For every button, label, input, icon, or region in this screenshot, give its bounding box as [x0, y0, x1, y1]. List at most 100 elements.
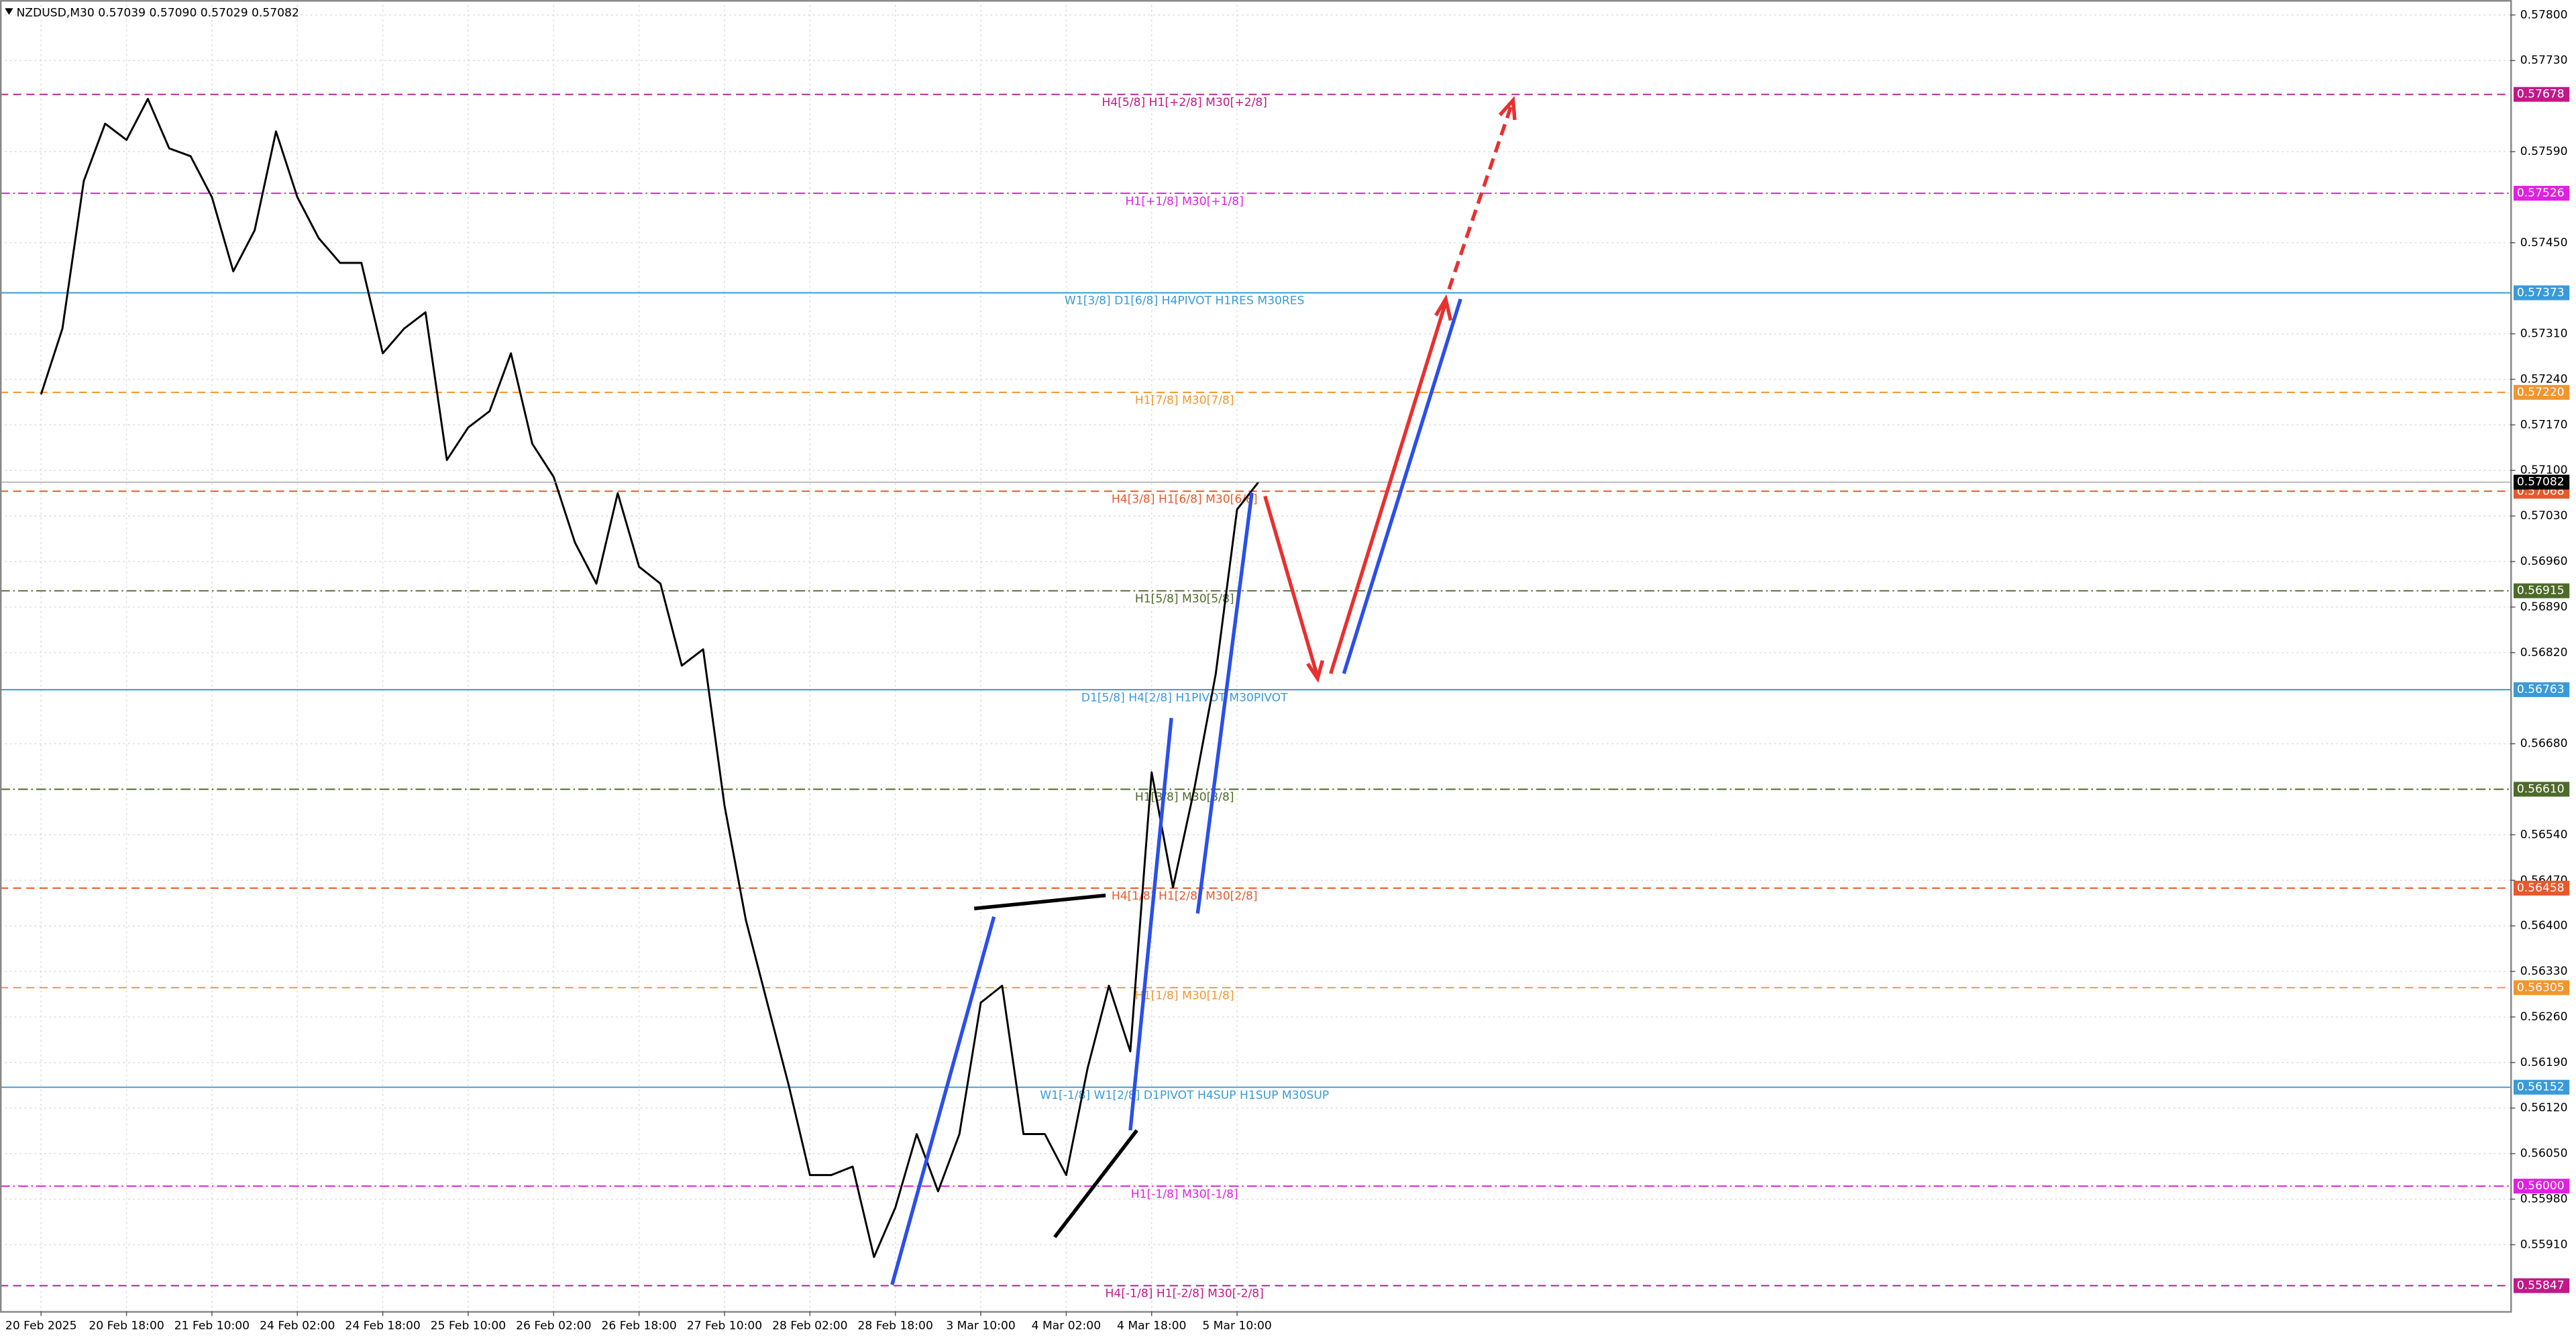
grid: [0, 0, 2511, 1311]
drawings: [890, 95, 1517, 1285]
menu-icon: [5, 8, 13, 15]
x-tick-label: 25 Feb 10:00: [431, 1319, 506, 1332]
price-tag-label: 0.56152: [2517, 1081, 2565, 1094]
y-tick-label: 0.57590: [2520, 145, 2568, 158]
y-tick-label: 0.57100: [2520, 464, 2568, 477]
level-label: H1[1/8] M30[1/8]: [1135, 989, 1234, 1003]
price: [0, 97, 2511, 1258]
y-tick-label: 0.56330: [2520, 965, 2568, 978]
price-tag-label: 0.56458: [2517, 881, 2565, 895]
x-tick-label: 21 Feb 10:00: [174, 1319, 250, 1332]
price-tag-label: 0.57373: [2517, 286, 2565, 299]
x-tick-label: 27 Feb 10:00: [687, 1319, 762, 1332]
price-tag: [2513, 1179, 2570, 1194]
price-tag-label: 0.57678: [2517, 88, 2565, 101]
arrow-head: [1434, 294, 1453, 321]
level-label: H1[-1/8] M30[-1/8]: [1131, 1187, 1238, 1201]
arrow-head: [1306, 659, 1325, 683]
x-tick-label: 5 Mar 10:00: [1202, 1319, 1271, 1332]
y-tick-label: 0.56680: [2520, 737, 2568, 751]
level-label: H1[+1/8] M30[+1/8]: [1126, 195, 1244, 208]
x-tick-label: 4 Mar 02:00: [1032, 1319, 1101, 1332]
level-label: W1[-1/8] W1[2/8] D1PIVOT H4SUP H1SUP M30…: [1040, 1089, 1329, 1102]
price-tag: [2513, 186, 2570, 201]
y-tick-label: 0.57730: [2520, 54, 2568, 67]
y-tick-label: 0.57240: [2520, 372, 2568, 386]
x-tick-label: 26 Feb 18:00: [601, 1319, 676, 1332]
level-label: H4[3/8] H1[6/8] M30[6/8]: [1112, 493, 1258, 506]
price-tag: [2513, 87, 2570, 102]
y-tick-label: 0.56820: [2520, 646, 2568, 659]
price-tag-label: 0.57220: [2517, 386, 2565, 399]
trend-line: [1053, 1129, 1138, 1238]
levels: H4[5/8] H1[+2/8] M30[+2/8] H1[+1/8] M30[+…: [0, 93, 2511, 1301]
price-tag: [2513, 782, 2570, 797]
x-tick-label: 28 Feb 02:00: [772, 1319, 847, 1332]
price-tag-label: 0.55847: [2517, 1279, 2565, 1293]
price-tag-label: 0.56763: [2517, 683, 2565, 696]
level-label: W1[3/8] D1[6/8] H4PIVOT H1RES M30RES: [1065, 294, 1305, 308]
arrow-head: [1498, 95, 1517, 121]
y-tick-label: 0.57800: [2520, 8, 2568, 21]
y-tick-label: 0.56120: [2520, 1102, 2568, 1115]
price-tag: [2513, 980, 2570, 996]
x-tick-label: 4 Mar 18:00: [1117, 1319, 1186, 1332]
current-price-tag: [2513, 474, 2570, 490]
axis: 0.57800 0.57730 0.57590 0.57450 0.57310 0.572…: [5, 8, 2570, 1332]
price-tag-label: 0.56000: [2517, 1179, 2565, 1193]
y-tick-label: 0.56400: [2520, 919, 2568, 932]
y-tick-label: 0.56890: [2520, 600, 2568, 614]
x-tick-label: 24 Feb 18:00: [345, 1319, 420, 1332]
chart-title: NZDUSD,M30 0.57039 0.57090 0.57029 0.570…: [16, 7, 299, 20]
trend-line: [973, 894, 1106, 911]
x-tick-label: 26 Feb 02:00: [516, 1319, 591, 1332]
x-tick-label: 24 Feb 02:00: [260, 1319, 335, 1332]
trend-line: [890, 916, 996, 1285]
level-label: H1[7/8] M30[7/8]: [1135, 394, 1234, 407]
level-label: H1[5/8] M30[5/8]: [1135, 592, 1234, 606]
level-label: H1[3/8] M30[3/8]: [1135, 791, 1234, 804]
trend-line: [1342, 298, 1462, 674]
price-tag: [2513, 880, 2570, 896]
current-price-label: 0.57082: [2517, 476, 2565, 489]
y-tick-label: 0.55980: [2520, 1193, 2568, 1206]
forecast-arrow: [1447, 104, 1513, 290]
y-tick-label: 0.57030: [2520, 509, 2568, 523]
level-label: H4[5/8] H1[+2/8] M30[+2/8]: [1102, 96, 1267, 109]
price-tag: [2513, 384, 2570, 400]
forecast-arrow: [1263, 495, 1320, 678]
price-tag: [2513, 285, 2570, 301]
x-tick-label: 20 Feb 18:00: [89, 1319, 164, 1332]
trend-line: [1195, 492, 1254, 914]
price-line: [40, 97, 1260, 1258]
price-tag: [2513, 1079, 2570, 1095]
price-tag-label: 0.56610: [2517, 782, 2565, 796]
level-label: D1[5/8] H4[2/8] H1PIVOT M30PIVOT: [1081, 691, 1288, 704]
x-tick-label: 20 Feb 2025: [5, 1319, 77, 1332]
x-tick-label: 3 Mar 10:00: [946, 1319, 1015, 1332]
y-tick-label: 0.57450: [2520, 236, 2568, 250]
y-tick-label: 0.56190: [2520, 1056, 2568, 1069]
y-tick-label: 0.56260: [2520, 1010, 2568, 1024]
y-tick-label: 0.57310: [2520, 327, 2568, 341]
trend-line: [1128, 717, 1173, 1131]
price-tag: [2513, 1278, 2570, 1293]
price-tag: [2513, 583, 2570, 598]
y-tick-label: 0.57170: [2520, 418, 2568, 431]
y-tick-label: 0.56540: [2520, 828, 2568, 841]
y-tick-label: 0.56960: [2520, 555, 2568, 568]
price-tag-label: 0.56305: [2517, 981, 2565, 994]
level-label: H4[-1/8] H1[-2/8] M30[-2/8]: [1106, 1287, 1264, 1301]
x-tick-label: 28 Feb 18:00: [858, 1319, 933, 1332]
y-tick-label: 0.55910: [2520, 1238, 2568, 1251]
price-tag: [2513, 682, 2570, 698]
y-tick-label: 0.56050: [2520, 1147, 2568, 1161]
level-label: H4[1/8] H1[2/8] M30[2/8]: [1112, 890, 1258, 903]
plot-frame: [0, 0, 2512, 1313]
price-tag-label: 0.56915: [2517, 584, 2565, 598]
price-tag-label: 0.57526: [2517, 186, 2565, 200]
forecast-arrow: [1329, 301, 1448, 674]
